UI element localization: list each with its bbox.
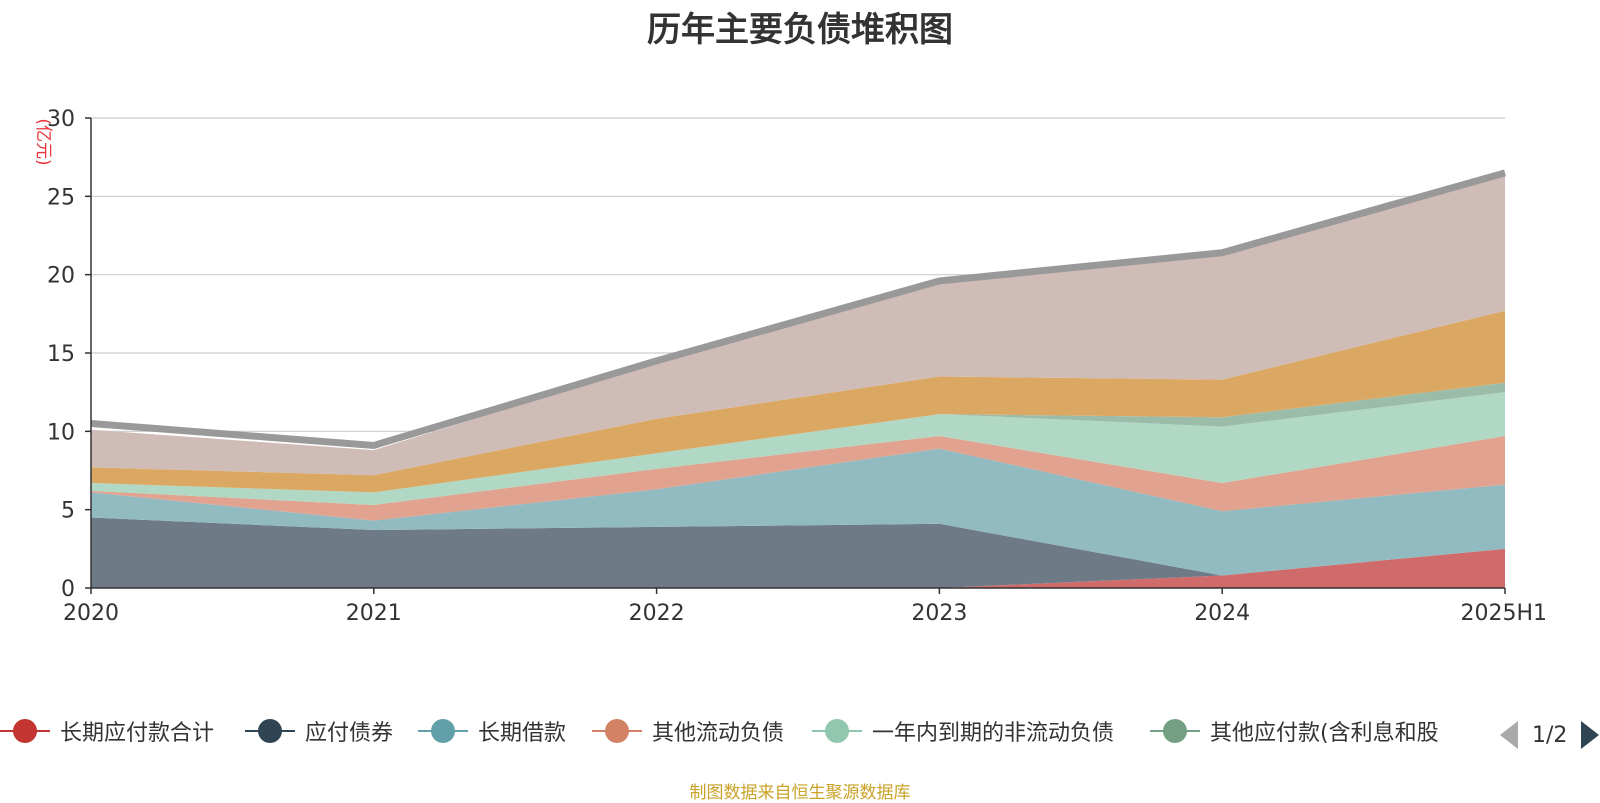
legend-pager: 1/2 bbox=[1500, 718, 1600, 752]
legend-item[interactable]: 其他应付款(含利息和股 bbox=[1150, 714, 1439, 748]
legend-label: 其他应付款(含利息和股 bbox=[1210, 721, 1439, 746]
legend-marker-icon bbox=[592, 718, 642, 744]
area-series-3[interactable] bbox=[91, 448, 1505, 576]
area-series bbox=[90, 169, 1506, 589]
legend-label: 应付债券 bbox=[305, 721, 394, 746]
legend-marker-icon bbox=[245, 718, 295, 744]
y-tick-label: 15 bbox=[47, 342, 75, 367]
x-tick-label: 2024 bbox=[1194, 601, 1250, 626]
legend-item[interactable]: 长期应付款合计 bbox=[0, 714, 214, 748]
legend-marker-icon bbox=[0, 718, 50, 744]
y-axis-unit-label: (亿元) bbox=[33, 118, 53, 165]
area-series-8[interactable] bbox=[91, 175, 1505, 476]
y-tick-label: 5 bbox=[61, 499, 75, 524]
area-series-4[interactable] bbox=[91, 436, 1505, 521]
legend-label: 长期借款 bbox=[478, 721, 567, 746]
x-tick-label: 2025H1 bbox=[1460, 601, 1547, 626]
y-tick-label: 0 bbox=[61, 577, 75, 602]
source-note: 制图数据来自恒生聚源数据库 bbox=[689, 783, 911, 803]
y-tick-label: 20 bbox=[47, 264, 75, 289]
area-series-5[interactable] bbox=[91, 392, 1505, 505]
area-series-2[interactable] bbox=[91, 517, 1505, 589]
x-tick-label: 2020 bbox=[63, 601, 119, 626]
y-tick-label: 30 bbox=[47, 107, 75, 132]
legend: 长期应付款合计 应付债券 长期借款 其他流动负债 一年内到期的非流动负债 其他应付款(含利… bbox=[0, 714, 1600, 754]
legend-label: 长期应付款合计 bbox=[60, 721, 215, 746]
legend-item[interactable]: 应付债券 bbox=[245, 714, 393, 748]
area-series-1[interactable] bbox=[91, 548, 1505, 588]
y-tick-label: 10 bbox=[47, 420, 75, 445]
area-series-7[interactable] bbox=[91, 310, 1505, 493]
legend-item[interactable]: 长期借款 bbox=[418, 714, 566, 748]
axes: 0 5 10 15 20 25 30 2020 2021 2022 2023 2024 2025H1 bbox=[47, 107, 1547, 626]
x-tick-label: 2021 bbox=[346, 601, 402, 626]
legend-marker-icon bbox=[1150, 718, 1200, 744]
legend-page-indicator: 1/2 bbox=[1532, 722, 1568, 748]
y-tick-label: 25 bbox=[47, 185, 75, 210]
legend-item[interactable]: 一年内到期的非流动负债 bbox=[812, 714, 1114, 748]
legend-label: 一年内到期的非流动负债 bbox=[872, 721, 1115, 746]
legend-item[interactable]: 其他流动负债 bbox=[592, 714, 784, 748]
legend-marker-icon bbox=[418, 718, 468, 744]
x-tick-label: 2023 bbox=[911, 601, 967, 626]
legend-next-page-icon[interactable] bbox=[1581, 721, 1600, 749]
x-tick-label: 2022 bbox=[629, 601, 685, 626]
legend-marker-icon bbox=[812, 718, 862, 744]
total-line[interactable] bbox=[90, 169, 1506, 449]
chart-title: 历年主要负债堆积图 bbox=[647, 10, 953, 50]
legend-prev-page-icon[interactable] bbox=[1500, 721, 1518, 749]
legend-label: 其他流动负债 bbox=[652, 721, 785, 746]
